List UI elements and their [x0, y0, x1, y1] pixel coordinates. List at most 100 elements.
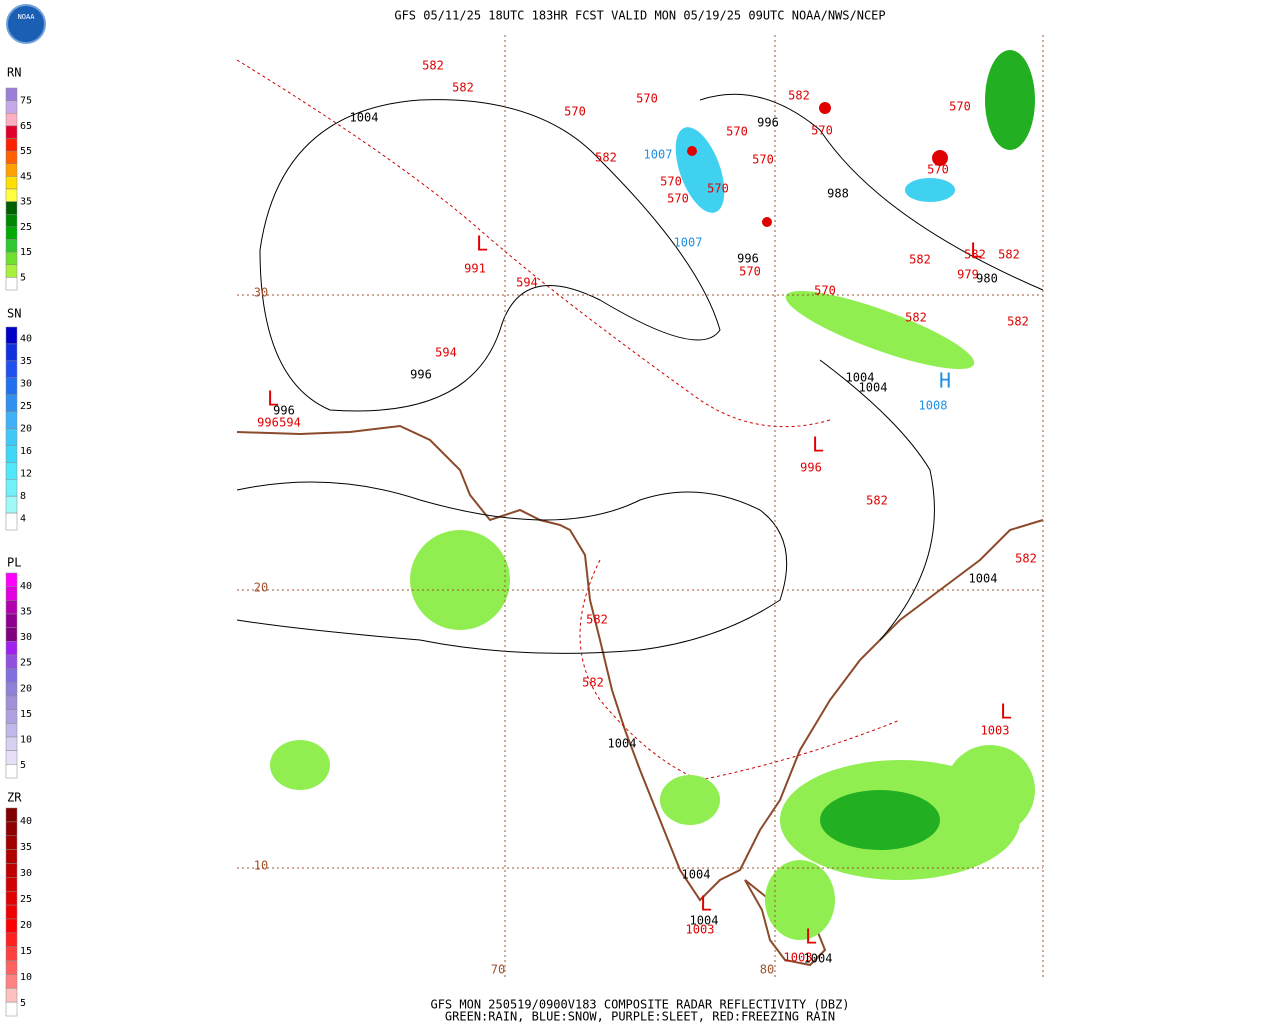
legend-swatch	[5, 87, 18, 101]
height-label: 991	[464, 262, 486, 276]
legend-swatch	[5, 668, 18, 683]
legend-label: 8	[20, 491, 26, 502]
lon-label: 80	[760, 963, 774, 977]
legend-swatch	[5, 428, 18, 446]
legend-label: 5	[20, 998, 26, 1009]
high-symbol: H	[939, 369, 951, 393]
pressure-label: 1007	[674, 236, 703, 250]
height-label: 570	[707, 182, 729, 196]
pressure-label: 988	[827, 187, 849, 201]
legend-label: 40	[20, 333, 32, 344]
legend-label: 20	[20, 683, 32, 694]
height-label: 582	[422, 59, 444, 73]
legend-swatch	[5, 877, 18, 892]
legend-label: 15	[20, 709, 32, 720]
pressure-label: 1004	[804, 952, 833, 966]
legend-label: 25	[20, 658, 32, 669]
low-symbol: L	[812, 433, 824, 457]
legend-label: 35	[20, 842, 32, 853]
legend-label: 30	[20, 868, 32, 879]
legend-swatch	[5, 946, 18, 961]
height-label: 570	[667, 192, 689, 206]
legend-label: 30	[20, 632, 32, 643]
legend-swatch	[5, 163, 18, 177]
lat-label: 30	[254, 286, 268, 300]
legend-swatch	[5, 377, 18, 395]
height-label: 1003	[981, 724, 1010, 738]
legend-label: 20	[20, 424, 32, 435]
legend-swatch	[5, 736, 18, 751]
legend-swatch	[5, 277, 18, 291]
low-symbol: L	[700, 892, 712, 916]
height-label: 570	[726, 125, 748, 139]
legend-swatch	[5, 807, 18, 823]
legend-swatch	[5, 904, 18, 920]
legend-swatch	[5, 682, 18, 697]
legend-label: 45	[20, 171, 32, 182]
legend-label: 15	[20, 247, 32, 258]
freezing-rain-spot	[687, 102, 948, 227]
pressure-label: 1004	[608, 737, 637, 751]
legend-swatch	[5, 201, 18, 215]
legend-swatch	[5, 326, 18, 345]
height-label: 582	[998, 248, 1020, 262]
legend-swatch	[5, 462, 18, 480]
coastline	[236, 424, 1044, 902]
legend-title: PL	[7, 556, 21, 570]
height-label: 582	[964, 248, 986, 262]
legend-swatch	[5, 264, 18, 278]
legend-swatch	[5, 863, 18, 878]
height-label: 996	[257, 416, 279, 430]
legend-label: 55	[20, 146, 32, 157]
legend-label: 16	[20, 446, 32, 457]
lat-label: 20	[254, 581, 268, 595]
legend-swatch	[5, 343, 18, 362]
isobar	[236, 481, 788, 654]
isobar	[819, 359, 935, 641]
legend-swatch	[5, 239, 18, 253]
height-label: 570	[927, 163, 949, 177]
legend-label: 10	[20, 735, 32, 746]
legend-label: 25	[20, 401, 32, 412]
legend-swatch	[5, 411, 18, 429]
height-label: 582	[905, 311, 927, 325]
pressure-label: 1007	[644, 148, 673, 162]
height-label: 570	[564, 105, 586, 119]
legend-label: 75	[20, 96, 32, 107]
legend-swatch	[5, 641, 18, 656]
legend-label: 15	[20, 946, 32, 957]
pressure-label: 1008	[919, 399, 948, 413]
pressure-label: 1004	[846, 371, 875, 385]
pressure-label: 980	[976, 272, 998, 286]
legend-label: 35	[20, 356, 32, 367]
legend-swatch	[5, 600, 18, 615]
height-label: 570	[636, 92, 658, 106]
low-symbol: L	[805, 925, 817, 949]
low-symbol: L	[267, 387, 279, 411]
legend-label: 35	[20, 197, 32, 208]
legend-swatch	[5, 360, 18, 379]
legend-swatch	[5, 188, 18, 202]
legend-swatch	[5, 495, 18, 514]
legend-swatch	[5, 226, 18, 240]
legend-swatch	[5, 695, 18, 710]
height-label: 582	[1007, 315, 1029, 329]
legend-swatch	[5, 835, 18, 850]
logo	[6, 4, 46, 44]
legend-title: RN	[7, 66, 21, 80]
height-label: 570	[660, 175, 682, 189]
legend-swatch	[5, 150, 18, 164]
legend-swatch	[5, 821, 18, 836]
low-symbol: L	[1000, 700, 1012, 724]
legend-label: 5	[20, 272, 26, 283]
legend-swatch	[5, 723, 18, 738]
legend-label: 20	[20, 920, 32, 931]
legend-swatch	[5, 113, 18, 127]
legend-swatch	[5, 586, 18, 601]
height-label: 570	[739, 265, 761, 279]
height-label: 594	[516, 276, 538, 290]
pressure-label: 1004	[859, 381, 888, 395]
legend-swatch	[5, 960, 18, 975]
low-symbol: L	[476, 232, 488, 256]
height-contour	[236, 59, 831, 428]
